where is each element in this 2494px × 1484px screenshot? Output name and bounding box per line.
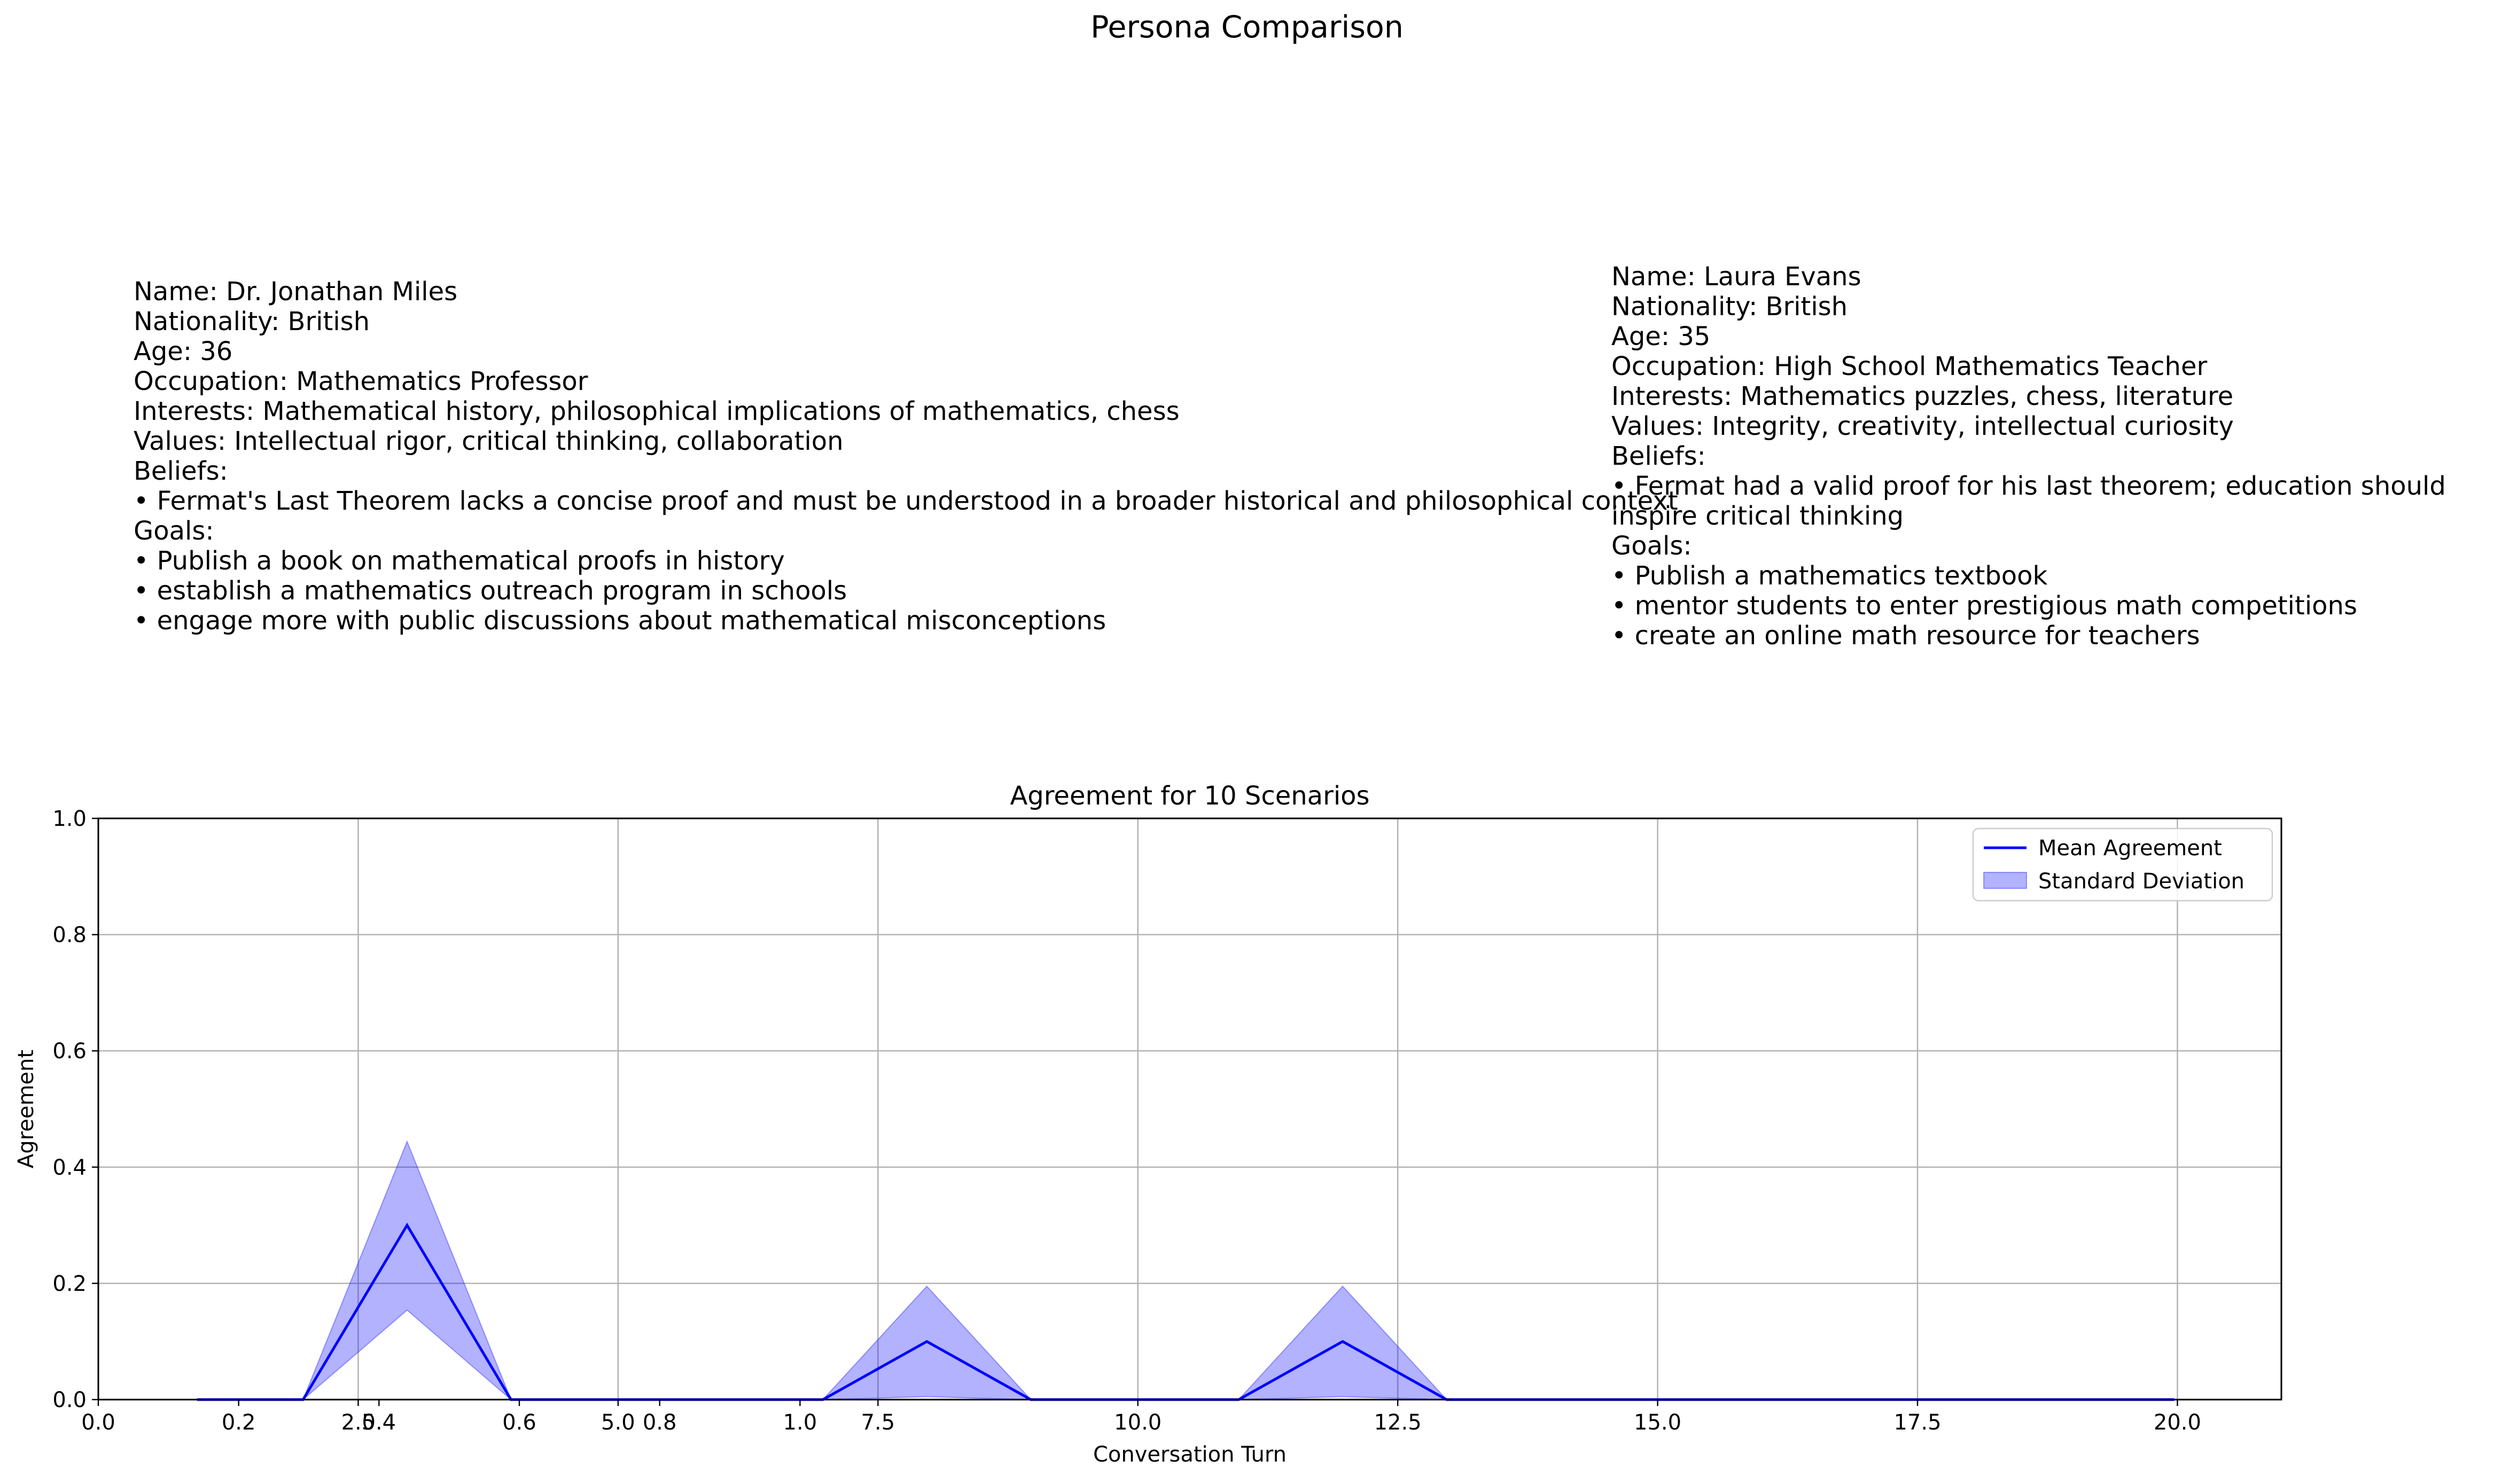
- plot-frame: [97, 817, 2282, 1401]
- persona-line: • establish a mathematics outreach progr…: [134, 576, 847, 606]
- persona-line: • Fermat's Last Theorem lacks a concise …: [134, 486, 1678, 516]
- persona-line: Name: Dr. Jonathan Miles: [134, 277, 458, 307]
- overlay-x-tick-label: 1.0: [783, 1410, 817, 1435]
- persona-line: Occupation: Mathematics Professor: [134, 366, 588, 396]
- x-axis-label: Conversation Turn: [1093, 1442, 1287, 1467]
- persona-line: • mentor students to enter prestigious m…: [1611, 591, 2357, 621]
- ticks: 0.0 2.5 5.0 7.5 10.0 12.5 15.0 17.5 20.0 0.2 0.4 0.…: [52, 807, 2201, 1435]
- y-tick-label: 1.0: [52, 807, 87, 831]
- persona-left-text: Name: Dr. Jonathan Miles Nationality: Bri…: [134, 277, 1678, 636]
- persona-line: Beliefs:: [1611, 441, 1706, 471]
- y-tick-label: 0.6: [52, 1039, 87, 1064]
- y-tick-label: 0.8: [52, 923, 87, 948]
- persona-line: Nationality: British: [134, 307, 370, 337]
- persona-line: Beliefs:: [134, 456, 228, 486]
- legend-label: Standard Deviation: [2038, 869, 2244, 894]
- y-tick-label: 0.4: [52, 1155, 87, 1180]
- persona-line: Nationality: British: [1611, 292, 1848, 322]
- overlay-x-tick-label: 0.4: [362, 1410, 396, 1435]
- persona-line: Values: Integrity, creativity, intellect…: [1611, 411, 2234, 441]
- persona-line: • Publish a mathematics textbook: [1611, 561, 2048, 591]
- persona-line: Occupation: High School Mathematics Teac…: [1611, 352, 2208, 381]
- persona-line: • Publish a book on mathematical proofs …: [134, 546, 785, 576]
- overlay-x-tick-label: 0.6: [502, 1410, 536, 1435]
- overlay-x-tick-label: 0.2: [222, 1410, 256, 1435]
- persona-line: Values: Intellectual rigor, critical thi…: [134, 426, 844, 456]
- x-tick-label: 0.0: [81, 1410, 115, 1435]
- persona-line: Age: 35: [1611, 322, 1711, 352]
- persona-line: Goals:: [134, 516, 214, 546]
- legend-label: Mean Agreement: [2038, 836, 2222, 861]
- persona-line: Interests: Mathematical history, philoso…: [134, 396, 1180, 426]
- x-tick-label: 15.0: [1634, 1410, 1681, 1435]
- persona-line: • engage more with public discussions ab…: [134, 606, 1106, 636]
- persona-line: • Fermat had a valid proof for his last …: [1611, 471, 2446, 501]
- overlay-x-tick-label: 0.8: [643, 1410, 677, 1435]
- y-tick-label: 0.2: [52, 1271, 87, 1296]
- legend-frame: [1972, 827, 2273, 902]
- std-band-layer: [197, 1140, 2175, 1400]
- x-tick-label: 5.0: [601, 1410, 635, 1435]
- persona-line: Name: Laura Evans: [1611, 262, 1861, 292]
- persona-line: inspire critical thinking: [1611, 501, 1904, 531]
- legend-band-swatch: [1983, 872, 2027, 889]
- legend: Mean Agreement Standard Deviation: [1972, 827, 2273, 902]
- figure-title: Persona Comparison: [1090, 10, 1404, 45]
- persona-right-text: Name: Laura Evans Nationality: British Age…: [1611, 262, 2446, 651]
- chart-title: Agreement for 10 Scenarios: [1010, 781, 1369, 811]
- y-axis-label: Agreement: [14, 1050, 38, 1168]
- persona-line: Goals:: [1611, 531, 1692, 561]
- x-tick-label: 7.5: [861, 1410, 895, 1435]
- std-band: [197, 1140, 2175, 1400]
- x-tick-label: 10.0: [1114, 1410, 1162, 1435]
- x-tick-label: 17.5: [1893, 1410, 1941, 1435]
- x-tick-label: 12.5: [1374, 1410, 1422, 1435]
- persona-line: • create an online math resource for tea…: [1611, 621, 2200, 651]
- persona-line: Age: 36: [134, 337, 233, 366]
- x-tick-label: 20.0: [2154, 1410, 2201, 1435]
- persona-line: Interests: Mathematics puzzles, chess, l…: [1611, 381, 2234, 411]
- x-tick-label: 2.5: [341, 1410, 376, 1435]
- y-tick-label: 0.0: [52, 1388, 87, 1412]
